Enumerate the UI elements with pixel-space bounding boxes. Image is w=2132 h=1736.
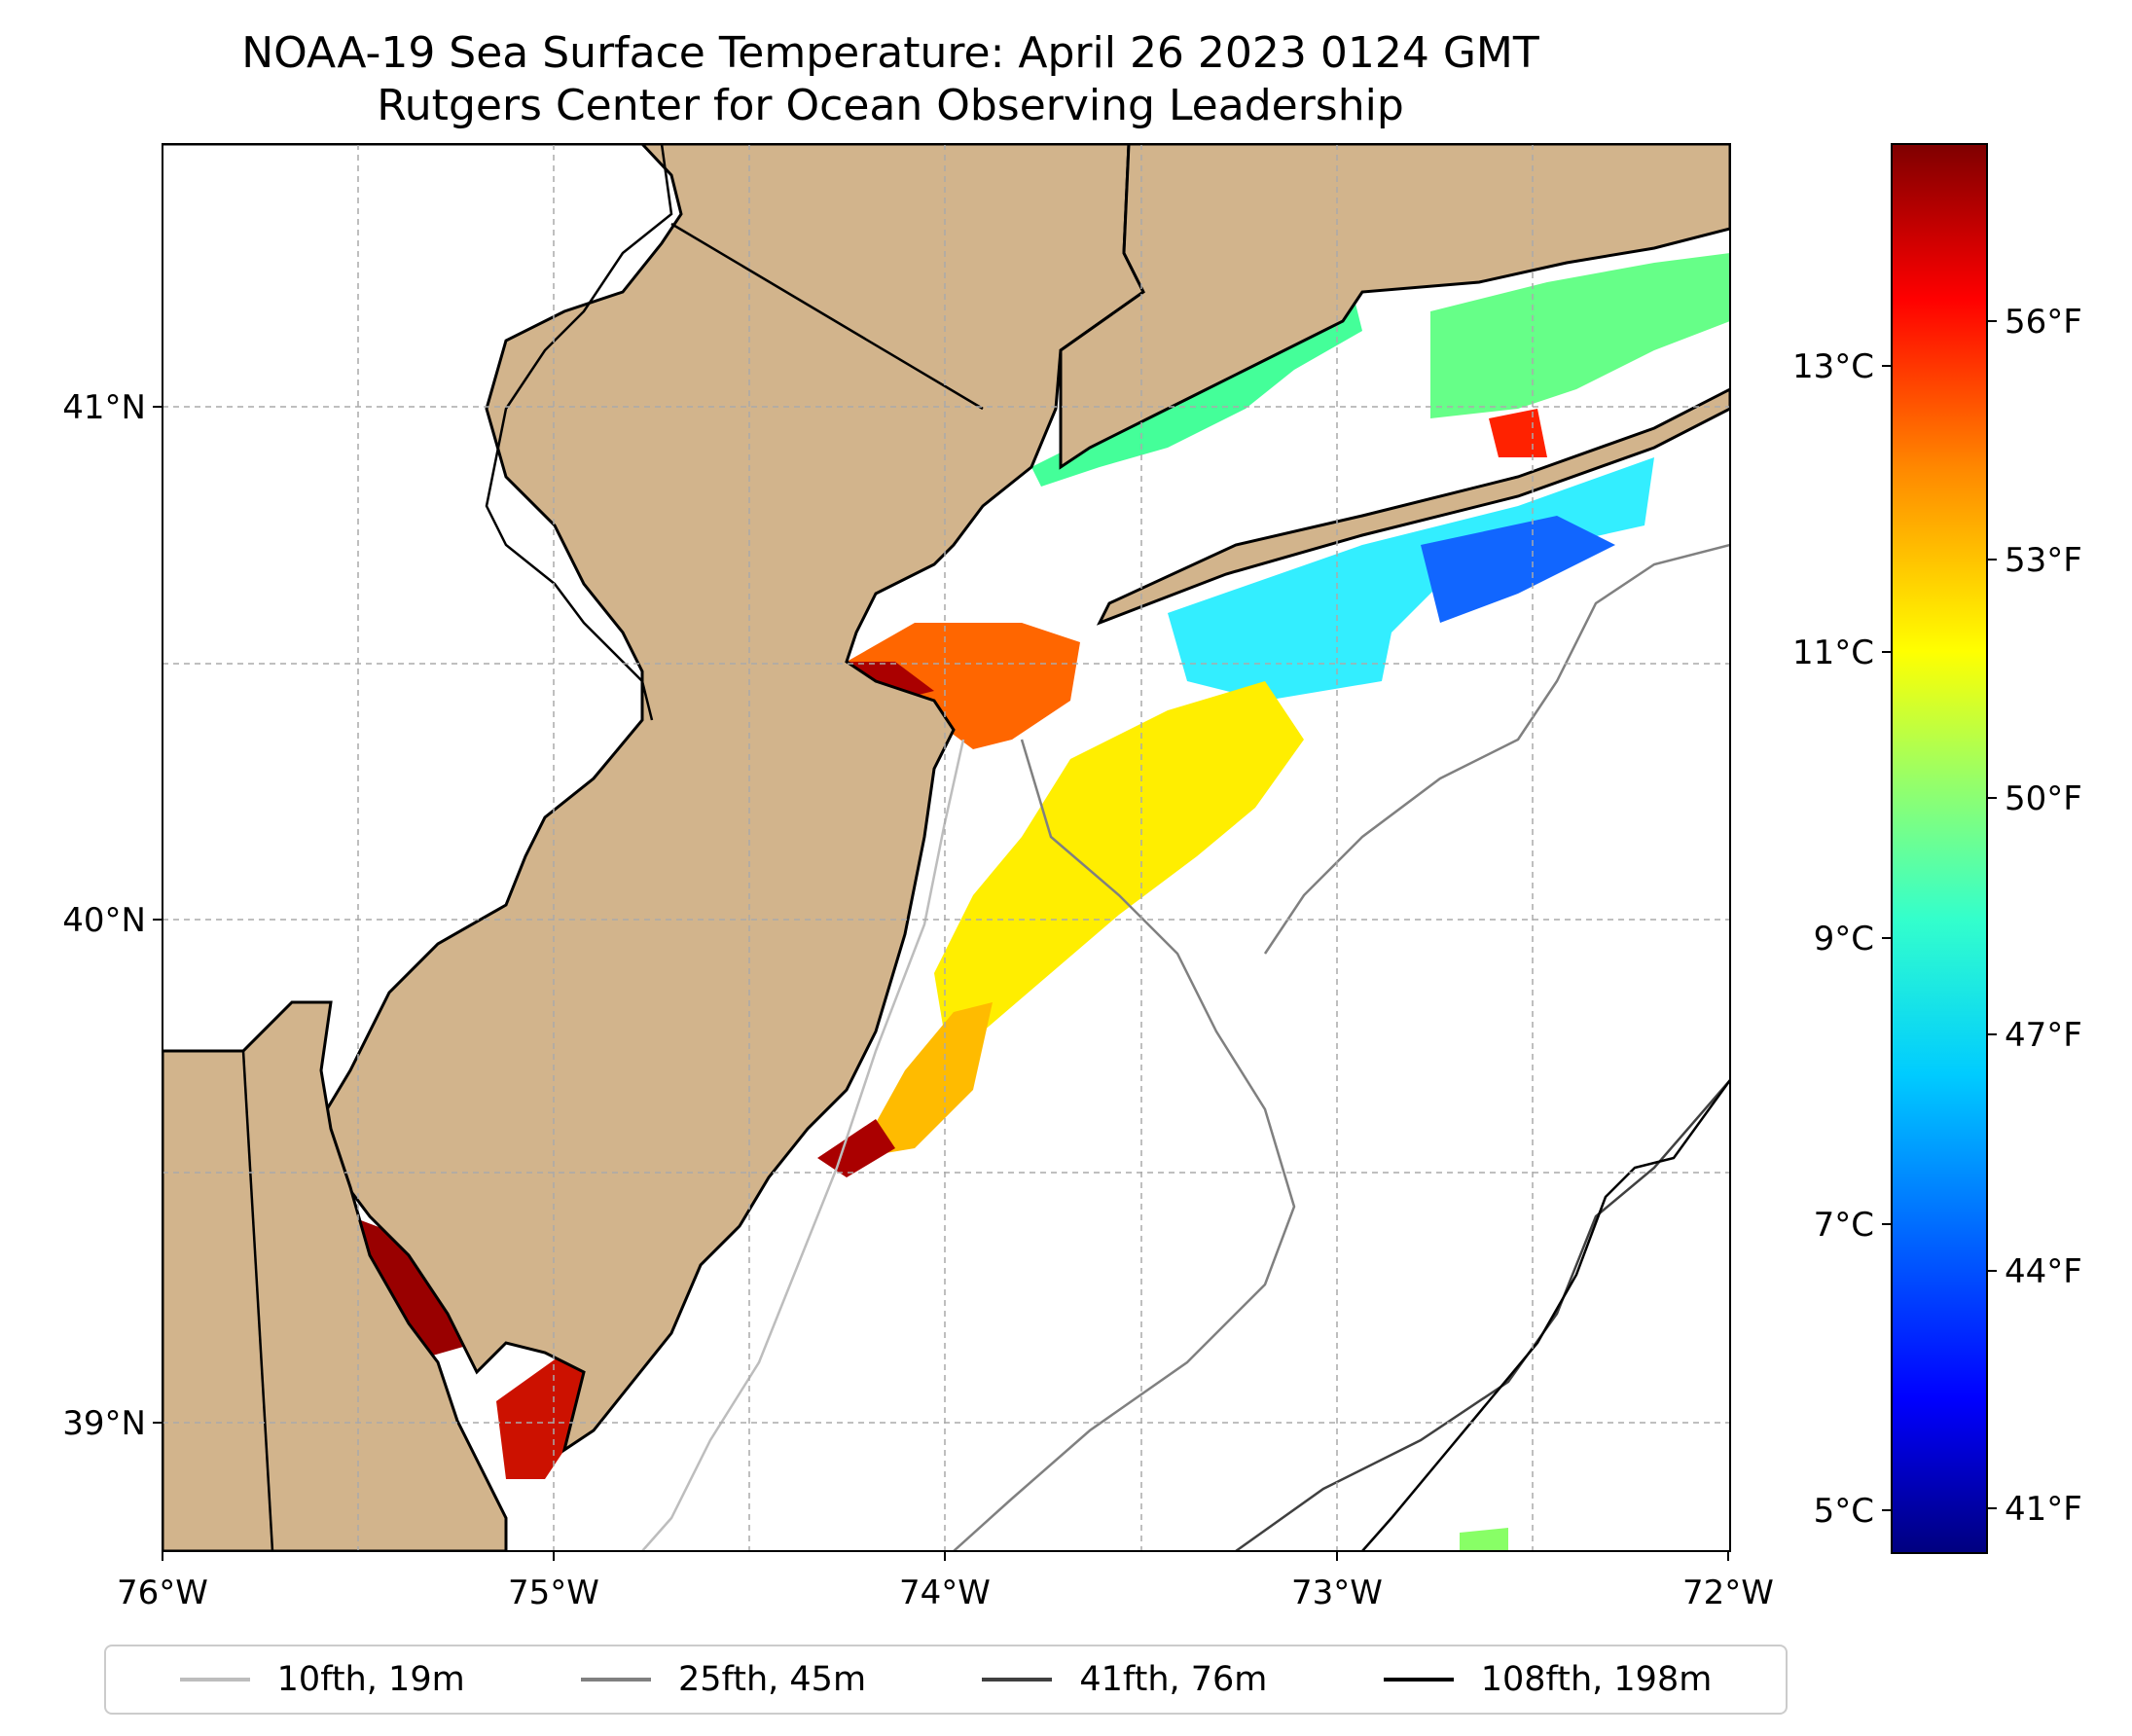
celsius-tick-label: 7°C <box>1814 1206 1874 1245</box>
sst-patch-nj-coast <box>856 1002 993 1158</box>
y-axis: 41°N 40°N 39°N <box>62 388 163 1443</box>
sst-patch-south-shore <box>1168 457 1654 701</box>
legend-label: 25fth, 45m <box>678 1660 867 1699</box>
legend-label: 10fth, 19m <box>276 1660 465 1699</box>
land-mainland <box>163 144 1145 1454</box>
border-de-md <box>241 1050 274 1551</box>
border-pa-nj <box>485 144 673 721</box>
sst-patch-nj-shelf <box>934 681 1304 1031</box>
legend-swatch <box>1383 1678 1454 1682</box>
border-ny-nj <box>670 222 984 411</box>
fahrenheit-tick-label: 56°F <box>2005 303 2082 342</box>
celsius-tick-label: 11°C <box>1792 633 1874 672</box>
celsius-tick-label: 5°C <box>1814 1492 1874 1531</box>
legend-item-25fth: 25fth, 45m <box>581 1660 866 1699</box>
sst-patch-cape-may <box>496 1353 594 1479</box>
x-tick-label: 76°W <box>117 1573 208 1612</box>
x-tick-label: 74°W <box>899 1573 991 1612</box>
celsius-tick-label: 13°C <box>1792 347 1874 386</box>
sst-patch-barnegat <box>817 1119 895 1177</box>
legend-swatch <box>179 1678 250 1682</box>
y-tick-label: 39°N <box>62 1404 146 1443</box>
map-area <box>163 144 1730 1551</box>
isobath-25fth-east <box>1263 543 1730 955</box>
legend-item-10fth: 10fth, 19m <box>179 1660 465 1699</box>
isobath-10fth <box>641 739 965 1551</box>
legend-item-108fth: 108fth, 198m <box>1383 1660 1713 1699</box>
legend-swatch <box>982 1678 1053 1682</box>
colorbar-gradient <box>1891 143 1988 1554</box>
isobath-108fth <box>1361 1079 1730 1551</box>
legend-item-41fth: 41fth, 76m <box>982 1660 1267 1699</box>
legend-label: 41fth, 76m <box>1079 1660 1268 1699</box>
map-title: NOAA-19 Sea Surface Temperature: April 2… <box>241 28 1539 78</box>
x-tick-label: 72°W <box>1682 1573 1774 1612</box>
isobath-legend: 10fth, 19m 25fth, 45m 41fth, 76m 108fth,… <box>104 1645 1788 1715</box>
isobath-25fth <box>953 739 1296 1551</box>
state-borders <box>241 144 1145 1551</box>
y-tick-label: 40°N <box>62 901 146 940</box>
x-axis: 76°W 75°W 74°W 73°W 72°W <box>117 1551 1774 1612</box>
land-long-island <box>1096 387 1730 626</box>
x-tick-label: 75°W <box>508 1573 599 1612</box>
fahrenheit-tick-label: 53°F <box>2005 541 2082 580</box>
sst-patch-sound-east <box>1430 253 1730 418</box>
fahrenheit-tick-label: 50°F <box>2005 779 2082 818</box>
map-subtitle: Rutgers Center for Ocean Observing Leade… <box>377 81 1404 130</box>
legend-swatch <box>581 1678 652 1682</box>
border-ny-ct <box>1060 144 1145 352</box>
fahrenheit-tick-label: 47°F <box>2005 1016 2082 1055</box>
sst-patch-south <box>1460 1528 1508 1551</box>
fahrenheit-tick-label: 44°F <box>2005 1252 2082 1291</box>
colorbar: 13°C 11°C 9°C 7°C 5°C 56°F 53°F 50°F 47°… <box>1792 143 2082 1554</box>
legend-label: 108fth, 198m <box>1480 1660 1713 1699</box>
x-tick-label: 73°W <box>1291 1573 1383 1612</box>
celsius-tick-label: 9°C <box>1814 920 1874 958</box>
sst-patch-blue-offshore <box>1421 516 1615 623</box>
y-tick-label: 41°N <box>62 388 146 427</box>
fahrenheit-tick-label: 41°F <box>2005 1490 2082 1529</box>
sst-patch-harbor <box>847 623 1080 749</box>
map-frame <box>162 143 1731 1552</box>
gridlines <box>163 144 1730 1551</box>
sst-patch-raritan <box>847 662 934 701</box>
